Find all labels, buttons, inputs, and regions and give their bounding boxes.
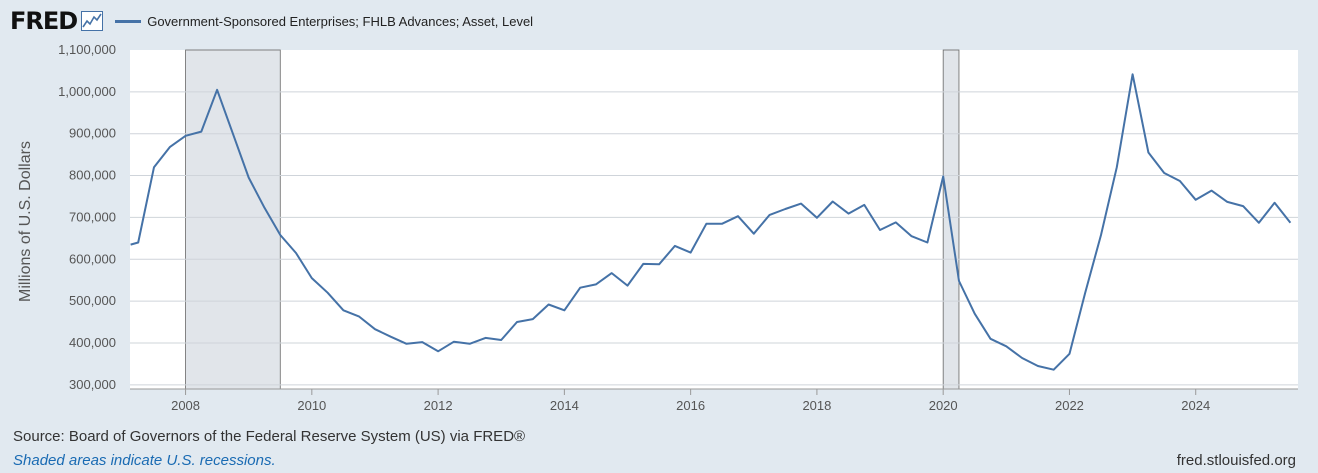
legend-swatch [115, 19, 142, 23]
line-chart-icon [81, 11, 104, 31]
y-axis-label: Millions of U.S. Dollars [17, 141, 34, 302]
plot-area [130, 50, 1298, 389]
x-tick-label: 2022 [1055, 398, 1084, 413]
y-tick-label: 900,000 [69, 126, 116, 141]
y-tick-label: 300,000 [69, 377, 116, 392]
series-line [130, 73, 1292, 371]
source-text: Source: Board of Governors of the Federa… [13, 428, 526, 445]
y-tick-label: 400,000 [69, 335, 116, 350]
gridlines [130, 91, 1298, 386]
x-tick-label: 2010 [297, 398, 326, 413]
recession-band [942, 49, 960, 390]
x-tick-label: 2024 [1181, 398, 1210, 413]
y-axis-ticks: 300,000 400,000 500,000 600,000 700,000 800,0… [58, 42, 116, 392]
fred-logo[interactable]: FRED [10, 7, 78, 35]
x-tick-label: 2008 [171, 398, 200, 413]
y-tick-label: 800,000 [69, 168, 116, 183]
legend: Government-Sponsored Enterprises; FHLB A… [115, 14, 533, 29]
x-tick-label: 2014 [550, 398, 579, 413]
legend-label: Government-Sponsored Enterprises; FHLB A… [147, 13, 534, 29]
x-tick-label: 2020 [929, 398, 958, 413]
recession-shading [185, 49, 960, 390]
fred-url[interactable]: fred.stlouisfed.org [1176, 452, 1296, 469]
y-tick-label: 500,000 [69, 293, 116, 308]
x-tick-label: 2016 [676, 398, 705, 413]
x-tick-label: 2012 [424, 398, 453, 413]
y-tick-label: 700,000 [69, 209, 116, 224]
series-group [130, 73, 1292, 371]
chart-area: 300,000 400,000 500,000 600,000 700,000 800,0… [17, 42, 1298, 413]
plot-background [130, 50, 1298, 389]
x-axis-ticks: 2008 2010 2012 2014 2016 2018 2020 2022 2024 [130, 388, 1298, 413]
chart-header: FRED Government-Sponsored Enterprises; F… [10, 6, 533, 36]
y-tick-label: 1,000,000 [58, 84, 116, 99]
recession-band [185, 49, 281, 390]
y-tick-label: 600,000 [69, 251, 116, 266]
recession-note[interactable]: Shaded areas indicate U.S. recessions. [13, 452, 276, 469]
x-tick-label: 2018 [802, 398, 831, 413]
y-axis-label-group: Millions of U.S. Dollars [17, 141, 34, 302]
y-tick-label: 1,100,000 [58, 42, 116, 57]
